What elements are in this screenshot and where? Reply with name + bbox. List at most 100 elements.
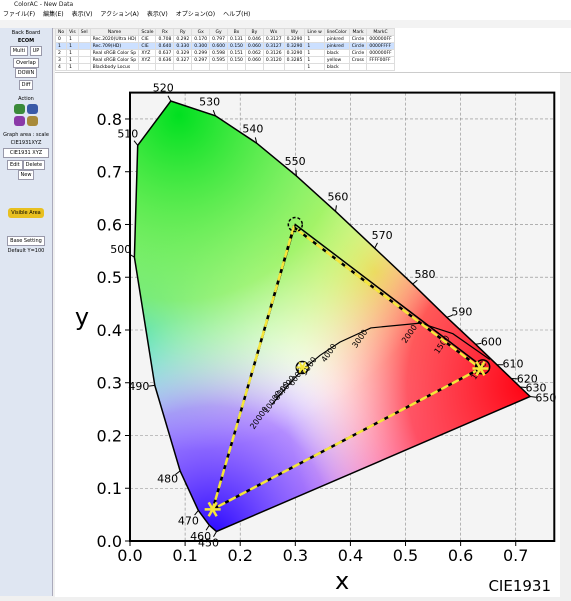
sidebar: Back Board ECOM Multi UP Overlap DOWN Di… <box>0 28 53 596</box>
table-cell: 0.600 <box>210 43 228 50</box>
menu-item[interactable]: ヘルプ(H) <box>223 10 250 20</box>
table-cell: black <box>324 64 349 71</box>
button[interactable]: Diff <box>19 80 34 90</box>
table-cell: 0.595 <box>210 57 228 64</box>
table-cell <box>78 36 90 43</box>
table-cell: 0.636 <box>156 57 174 64</box>
label: CIE1931XYZ <box>3 140 49 146</box>
wavelength-label: 570 <box>372 229 393 242</box>
table-cell: 0.046 <box>245 36 263 43</box>
table-cell: 0.797 <box>210 36 228 43</box>
action-button[interactable] <box>14 116 25 126</box>
table-cell: 1 <box>305 36 325 43</box>
menu-item[interactable]: 表示(V) <box>147 10 168 20</box>
chart: 4504604704804905005105205305405505605705… <box>55 73 571 597</box>
wavelength-label: 540 <box>242 123 263 136</box>
label: ECOM <box>3 38 49 44</box>
table-cell: Rec.2020(Ultra HD) <box>90 36 139 43</box>
header-cell: Gy <box>210 29 228 36</box>
button[interactable]: UP <box>30 46 43 56</box>
header-cell: Ry <box>174 29 192 36</box>
button[interactable]: Overlap <box>13 58 39 68</box>
button[interactable]: Multi <box>10 46 28 56</box>
table-cell: 0.3290 <box>284 43 305 50</box>
label: Back Board <box>3 30 49 36</box>
menu-item[interactable]: 表示(V) <box>72 10 93 20</box>
table-cell: 3 <box>56 57 67 64</box>
table-cell <box>263 64 284 71</box>
table-cell: 4 <box>56 64 67 71</box>
table-cell: 0.131 <box>228 36 246 43</box>
y-axis-label: y <box>75 303 89 331</box>
table-cell: pinkred <box>324 36 349 43</box>
table-cell: Circle <box>349 36 367 43</box>
table-cell: Cross <box>349 57 367 64</box>
y-tick-label: 0.1 <box>97 479 122 498</box>
table-cell <box>78 50 90 57</box>
y-tick-label: 0.7 <box>97 163 122 182</box>
table-cell: 1 <box>67 43 79 50</box>
wavelength-label: 510 <box>117 127 138 140</box>
wavelength-label: 610 <box>502 358 523 371</box>
table-cell: 0.3127 <box>263 36 284 43</box>
table-cell <box>284 64 305 71</box>
button[interactable]: DOWN <box>15 68 37 78</box>
table-cell: 0.150 <box>228 43 246 50</box>
menu-item[interactable]: 編集(E) <box>43 10 63 20</box>
table-cell: 0.297 <box>192 57 210 64</box>
button[interactable]: Delete <box>23 160 45 170</box>
wavelength-label: 470 <box>178 514 199 527</box>
button[interactable]: Visible Area <box>8 208 43 218</box>
table-cell: Circle <box>349 43 367 50</box>
menu-item[interactable]: アクション(A) <box>100 10 139 20</box>
table-cell <box>367 64 394 71</box>
header-cell: MarkC <box>367 29 394 36</box>
caption: CIE1931 <box>488 577 551 595</box>
y-tick-label: 0.8 <box>97 110 122 129</box>
y-tick-label: 0.5 <box>97 268 122 287</box>
table-cell: 0.330 <box>174 43 192 50</box>
wavelength-label: 580 <box>415 268 436 281</box>
table-cell: 0.150 <box>228 57 246 64</box>
x-tick-label: 0.3 <box>283 546 308 565</box>
select[interactable]: CIE1931 XYZ <box>3 148 49 158</box>
header-cell: Gx <box>192 29 210 36</box>
action-button[interactable] <box>14 104 25 114</box>
table-cell: Real sRGB Color Sp <box>90 57 139 64</box>
label: Graph area : scale <box>3 132 49 138</box>
table-cell: 2 <box>56 50 67 57</box>
action-button[interactable] <box>27 116 38 126</box>
wavelength-label: 490 <box>128 380 149 393</box>
table-cell: FFFF00FF <box>367 57 394 64</box>
x-tick-label: 0.5 <box>393 546 418 565</box>
table-cell: 0.329 <box>174 50 192 57</box>
table-cell: Rec.709(HD) <box>90 43 139 50</box>
wavelength-label: 650 <box>535 391 556 404</box>
action-button[interactable] <box>27 104 38 114</box>
x-tick-label: 0.1 <box>172 546 197 565</box>
header-cell: No <box>56 29 67 36</box>
y-tick-label: 0.0 <box>97 532 122 551</box>
table-cell: 0.292 <box>174 36 192 43</box>
menu-item[interactable]: オプション(O) <box>176 10 215 20</box>
button[interactable]: Edit <box>7 160 23 170</box>
table-cell: 0.3290 <box>284 50 305 57</box>
button[interactable]: New <box>18 170 35 180</box>
wavelength-label: 550 <box>285 155 306 168</box>
y-tick-label: 0.2 <box>97 426 122 445</box>
locus-tick <box>149 385 155 386</box>
scrollbar <box>560 73 571 597</box>
table-cell: Blackbody Locus <box>90 64 139 71</box>
table-cell: yellow <box>324 57 349 64</box>
menu-item[interactable]: ファイル(F) <box>3 10 35 20</box>
button[interactable]: Base Setting <box>7 236 45 246</box>
table-cell: 1 <box>67 50 79 57</box>
wavelength-label: 530 <box>199 96 220 109</box>
